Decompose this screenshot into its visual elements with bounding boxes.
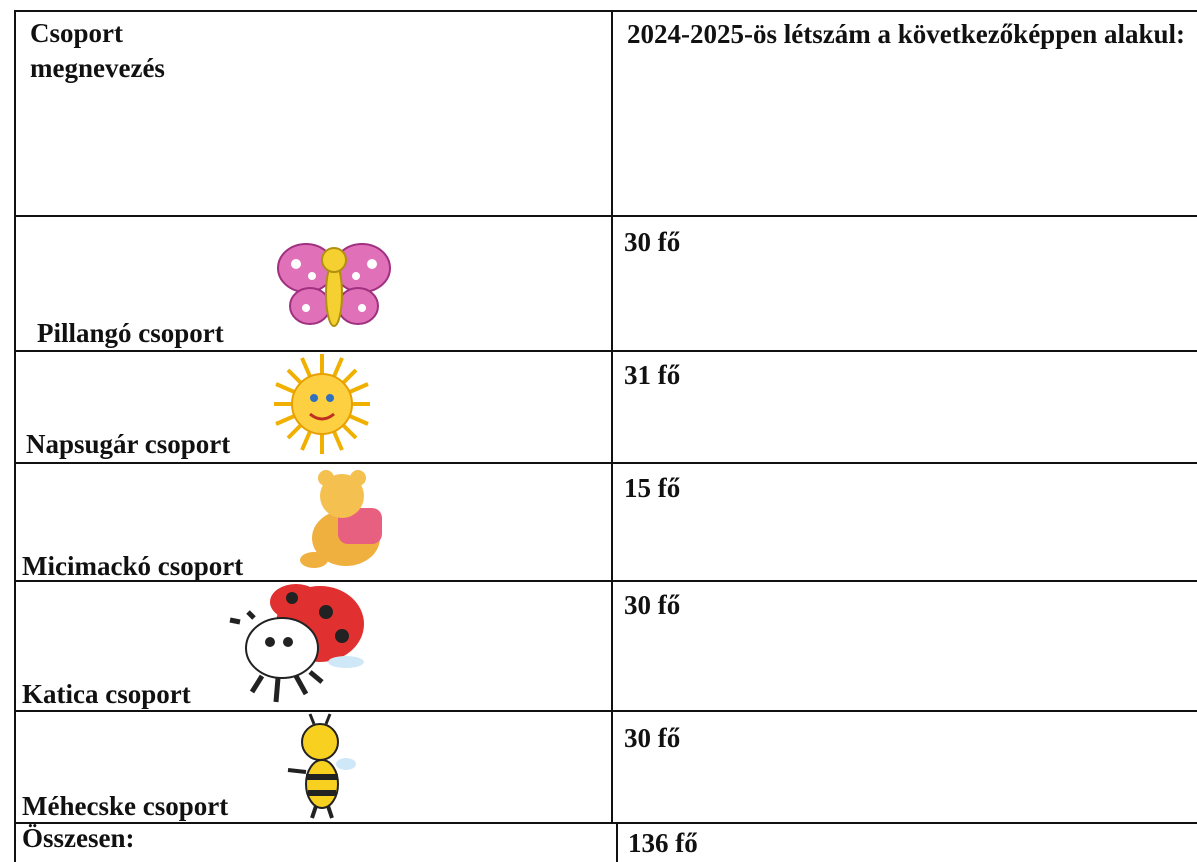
group-count: 15 fő [624, 472, 680, 504]
group-count: 30 fő [624, 722, 680, 754]
page: Csoport megnevezés 2024-2025-ös létszám … [0, 0, 1197, 859]
left-border [14, 822, 16, 862]
header-name: Csoport [30, 17, 123, 49]
sun-icon [272, 352, 372, 456]
butterfly-icon [276, 236, 392, 332]
ladybug-icon [226, 582, 368, 708]
table-row [14, 582, 1197, 712]
total-count: 136 fő [628, 827, 698, 859]
bee-icon [282, 712, 362, 822]
group-count: 30 fő [624, 226, 680, 258]
group-name: Katica csoport [22, 678, 191, 710]
group-count: 31 fő [624, 359, 680, 391]
header-count: 2024-2025-ös létszám a következőképpen a… [627, 17, 1192, 52]
column-divider [616, 822, 618, 862]
group-count: 30 fő [624, 589, 680, 621]
group-name: Micimackó csoport [22, 550, 243, 582]
group-name: Pillangó csoport [37, 317, 224, 349]
group-name: Méhecske csoport [22, 790, 228, 822]
group-name: Napsugár csoport [26, 428, 230, 460]
bear-icon [298, 468, 392, 572]
header-name: megnevezés [30, 52, 165, 84]
total-name: Összesen: [22, 822, 134, 854]
